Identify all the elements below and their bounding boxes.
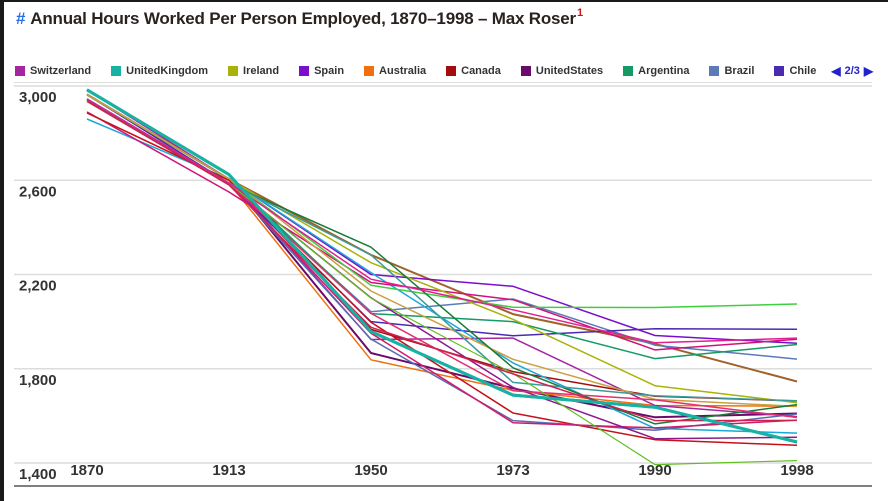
x-tick-label: 1998 — [780, 462, 813, 479]
series-line-brazil[interactable] — [86, 98, 798, 360]
legend-item-argentina[interactable]: Argentina — [623, 65, 689, 77]
legend-label: Argentina — [638, 65, 690, 77]
series-line-chile[interactable] — [86, 93, 798, 337]
footnote-link[interactable]: 1 — [576, 7, 583, 19]
window-frame-top — [0, 0, 888, 2]
legend-swatch — [774, 66, 785, 76]
legend-swatch — [111, 66, 122, 76]
legend-item-switzerland[interactable]: Switzerland — [15, 65, 91, 77]
legend-swatch — [364, 66, 375, 76]
x-tick-label: 1950 — [354, 462, 387, 479]
y-tick-label: 2,600 — [19, 183, 57, 200]
legend-label: UnitedKingdom — [126, 65, 209, 77]
series-line-taiwan[interactable] — [86, 98, 798, 344]
legend: Switzerland UnitedKingdom Ireland Spain Aust… — [15, 62, 873, 80]
legend-swatch — [446, 66, 457, 76]
legend-item-spain[interactable]: Spain — [299, 65, 344, 77]
x-tick-label: 1913 — [212, 462, 245, 479]
legend-divider — [14, 82, 872, 83]
series-line-japan[interactable] — [86, 111, 798, 351]
window-frame-left — [0, 0, 4, 501]
legend-swatch — [299, 66, 310, 76]
y-tick-label: 3,000 — [19, 89, 57, 106]
series-line-australia[interactable] — [86, 98, 798, 407]
series-line-unitedkingdom-top[interactable] — [86, 88, 798, 444]
legend-swatch — [709, 66, 720, 76]
chart-title-text: Annual Hours Worked Per Person Employed,… — [30, 9, 576, 28]
legend-swatch — [228, 66, 239, 76]
series-line-sweden[interactable] — [86, 98, 798, 429]
legend-label: Australia — [379, 65, 427, 77]
legend-label: Chile — [789, 65, 817, 77]
legend-swatch — [15, 66, 25, 76]
legend-page-indicator: 2/3 — [844, 65, 860, 77]
series-line-austria[interactable] — [86, 100, 798, 422]
legend-item-brazil[interactable]: Brazil — [709, 65, 754, 77]
legend-pagination: ◀ 2/3 ▶ — [831, 64, 873, 78]
legend-item-unitedkingdom[interactable]: UnitedKingdom — [111, 65, 208, 77]
legend-swatch — [623, 66, 634, 76]
y-tick-label: 1,800 — [19, 372, 57, 389]
anchor-link[interactable]: # — [16, 9, 26, 28]
legend-label: Brazil — [724, 65, 755, 77]
x-tick-label: 1870 — [70, 462, 103, 479]
legend-label: Spain — [314, 65, 345, 77]
x-tick-label: 1990 — [638, 462, 671, 479]
legend-label: Canada — [461, 65, 501, 77]
legend-item-canada[interactable]: Canada — [446, 65, 501, 77]
series-line-netherlands[interactable] — [86, 118, 798, 434]
legend-item-unitedstates[interactable]: UnitedStates — [520, 65, 604, 77]
series-line-mexico[interactable] — [86, 93, 798, 309]
legend-item-ireland[interactable]: Ireland — [228, 65, 279, 77]
legend-item-australia[interactable]: Australia — [364, 65, 426, 77]
legend-label: Switzerland — [30, 65, 92, 77]
series-line-unitedkingdom[interactable] — [86, 88, 798, 444]
triangle-right-icon[interactable]: ▶ — [863, 64, 874, 78]
legend-item-chile[interactable]: Chile — [774, 65, 816, 77]
series-line-portugal[interactable] — [86, 93, 798, 408]
y-tick-label: 1,400 — [19, 466, 57, 483]
series-line-france[interactable] — [86, 98, 798, 431]
series-line-ireland[interactable] — [86, 93, 798, 404]
triangle-left-icon[interactable]: ◀ — [831, 64, 841, 78]
series-line-norway[interactable] — [86, 98, 798, 440]
x-tick-label: 1973 — [496, 462, 529, 479]
legend-label: Ireland — [243, 65, 280, 77]
chart-title: # Annual Hours Worked Per Person Employed… — [16, 7, 583, 29]
legend-label: UnitedStates — [535, 65, 604, 77]
y-tick-label: 2,200 — [19, 278, 57, 295]
legend-swatch — [520, 66, 531, 76]
